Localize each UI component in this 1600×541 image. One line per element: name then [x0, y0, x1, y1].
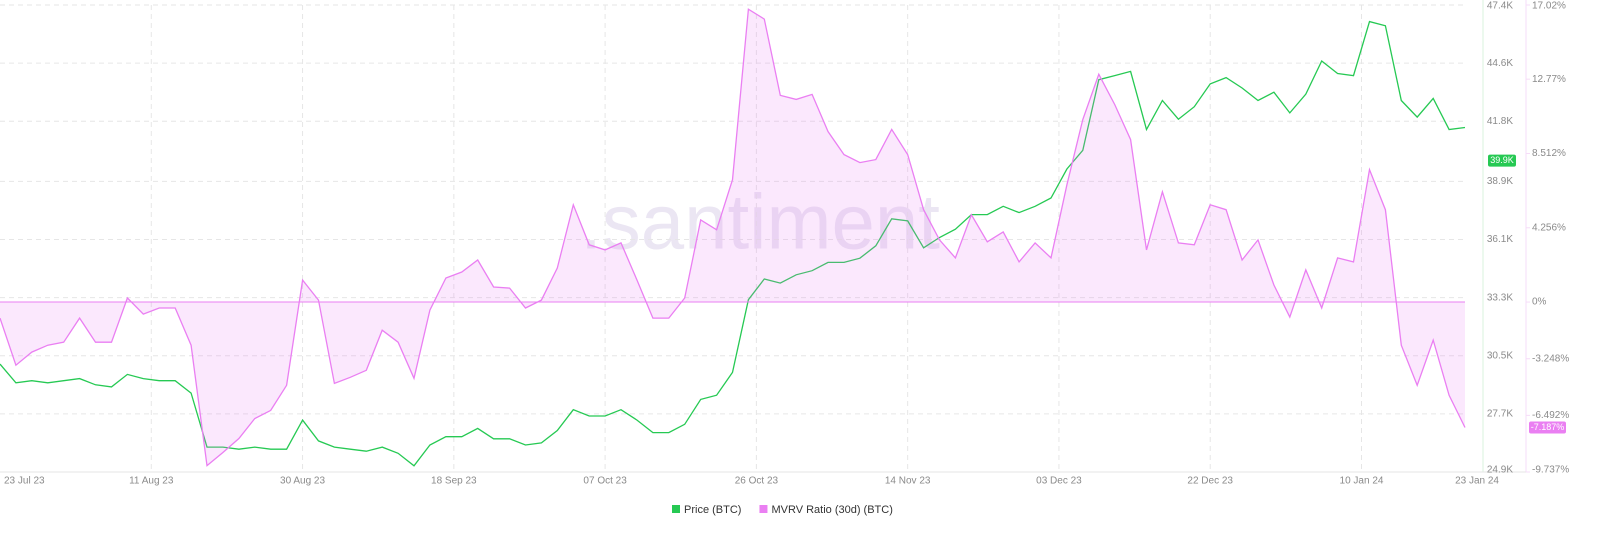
y2-tick-label: -6.492% — [1532, 410, 1569, 421]
mvrv-area — [0, 9, 1465, 466]
y2-tick-label: 12.77% — [1532, 74, 1566, 85]
watermark: .santiment — [580, 178, 940, 266]
x-tick-label: 14 Nov 23 — [885, 476, 931, 487]
y2-tick-label: -3.248% — [1532, 353, 1569, 364]
y-tick-label: 38.9K — [1487, 176, 1513, 187]
y2-tick-label: -9.737% — [1532, 465, 1569, 476]
y-tick-label: 33.3K — [1487, 292, 1513, 303]
y-tick-label: 47.4K — [1487, 1, 1513, 12]
x-tick-label: 23 Jul 23 — [4, 476, 45, 487]
y-tick-label: 24.9K — [1487, 465, 1513, 476]
x-tick-label: 30 Aug 23 — [280, 476, 325, 487]
y2-tick-label: 17.02% — [1532, 1, 1566, 12]
x-tick-label: 26 Oct 23 — [735, 476, 779, 487]
series-line — [0, 8, 1466, 467]
legend-label: MVRV Ratio (30d) (BTC) — [771, 504, 892, 516]
x-tick-label: 03 Dec 23 — [1036, 476, 1082, 487]
y2-tick-label: 0% — [1532, 297, 1547, 308]
y-tick-label: 41.8K — [1487, 116, 1513, 127]
x-tick-label: 18 Sep 23 — [431, 476, 477, 487]
y2-tick-label: 4.256% — [1532, 222, 1566, 233]
x-tick-label: 11 Aug 23 — [129, 476, 174, 487]
y-tick-label: 27.7K — [1487, 409, 1513, 420]
y-tick-label: 44.6K — [1487, 58, 1513, 69]
value-badge — [1488, 154, 1516, 167]
value-badge-label: -7.187% — [1531, 422, 1565, 432]
y-tick-label: 30.5K — [1487, 350, 1513, 361]
x-tick-label: 22 Dec 23 — [1187, 476, 1233, 487]
y-tick-label: 36.1K — [1487, 234, 1513, 245]
x-tick-label: 10 Jan 24 — [1340, 476, 1384, 487]
legend-swatch — [759, 505, 768, 513]
x-tick-label: 23 Jan 24 — [1455, 476, 1499, 487]
x-tick-label: 07 Oct 23 — [583, 476, 627, 487]
value-badge — [1529, 421, 1566, 434]
legend-label: Price (BTC) — [684, 504, 741, 516]
y2-tick-label: 8.512% — [1532, 148, 1566, 159]
legend: Price (BTC) MVRV Ratio (30d) (BTC) — [672, 504, 893, 516]
legend-swatch — [672, 505, 680, 513]
value-badge-label: 39.9K — [1490, 155, 1514, 165]
series-line — [0, 20, 1466, 467]
